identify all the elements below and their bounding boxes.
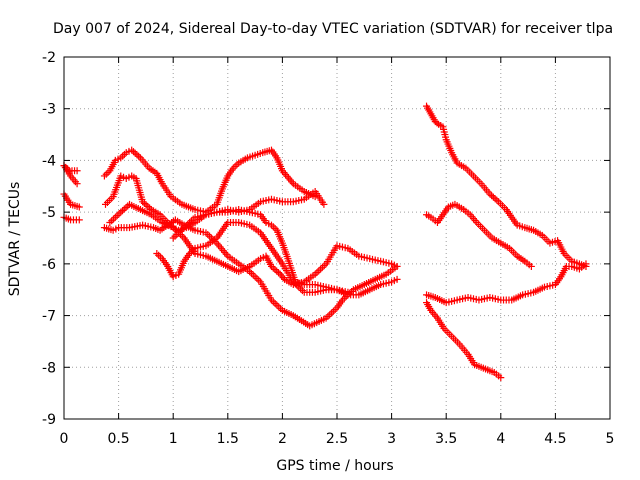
y-axis-label: SDTVAR / TECUs [7,182,23,297]
x-tick-label: 3.5 [435,431,457,447]
data-points [60,102,590,382]
data-point [73,167,81,175]
data-point [344,288,352,296]
series-s6 [100,146,319,216]
plot-frame [63,56,611,420]
x-axis-label: GPS time / hours [276,458,393,474]
y-tick-label: -8 [42,360,56,376]
y-tick-label: -6 [42,257,56,273]
data-point [311,193,319,201]
chart-title: Day 007 of 2024, Sidereal Day-to-day VTE… [53,21,613,37]
series-s2 [60,162,81,188]
series-s14 [423,299,505,382]
y-tick-label: -7 [42,309,56,325]
x-tick-label: 5 [606,431,615,447]
x-tick-label: 1 [169,431,178,447]
data-point [497,374,505,382]
grid [64,57,610,419]
data-point [393,262,401,270]
data-point [75,203,83,211]
y-tick-label: -4 [42,153,56,169]
series-s9 [153,218,401,299]
x-tick-label: 4.5 [544,431,566,447]
x-tick-label: 0.5 [107,431,129,447]
x-tick-label: 1.5 [217,431,239,447]
series-s12 [423,200,535,270]
y-tick-label: -2 [42,50,56,66]
data-point [582,260,590,268]
y-tick-label: -3 [42,102,56,118]
data-point [320,200,328,208]
x-tick-label: 2 [278,431,287,447]
data-point [433,119,441,127]
x-tick-label: 4 [496,431,505,447]
data-point [279,274,287,282]
series-s10 [169,206,352,296]
data-point [527,262,535,270]
x-tick-label: 0 [60,431,69,447]
y-tick-label: -5 [42,205,56,221]
x-tick-label: 3 [387,431,396,447]
series-s13 [423,260,590,307]
x-tick-label: 2.5 [326,431,348,447]
y-tick-label: -9 [42,412,56,428]
data-point [73,180,81,188]
data-point [75,216,83,224]
series-s4 [60,213,83,224]
series-s7 [100,216,401,330]
data-point [393,275,401,283]
tick-labels: 0 0.5 1 1.5 2 2.5 3 3.5 4 4.5 5 -9 -8 -7 -6 -5 -4 -3 -2 [42,50,614,447]
